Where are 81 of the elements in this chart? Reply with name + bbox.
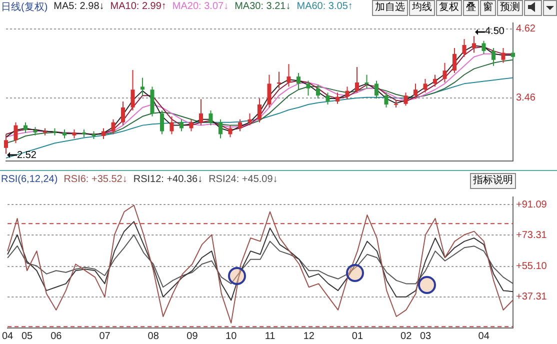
text: 复权	[436, 0, 462, 16]
candlestick	[14, 122, 18, 144]
text: RSI12: +40.36↓	[133, 174, 203, 185]
candlestick	[414, 83, 418, 100]
candlestick	[492, 47, 496, 66]
x-tick-label: 12	[303, 330, 315, 342]
candlestick	[150, 86, 154, 117]
text: MA10: 2.99↑	[110, 1, 166, 12]
text: RSI6: +35.52↓	[64, 174, 128, 185]
candlestick	[336, 92, 340, 104]
x-tick-label: 02	[400, 330, 412, 342]
candlestick	[286, 64, 291, 88]
chart-title: RSI(6,12,24)	[1, 174, 58, 185]
candlestick	[140, 77, 144, 96]
x-tick-label: 11	[264, 330, 276, 342]
candlestick	[199, 98, 203, 126]
candlestick	[130, 69, 135, 111]
x-tick-label: 09	[186, 330, 198, 342]
x-tick-label: 01	[352, 330, 364, 342]
x-tick-label: 05	[21, 330, 33, 342]
text: 指标说明	[470, 173, 516, 189]
annotation: 2.52	[17, 150, 36, 161]
candlestick	[462, 38, 466, 58]
y-tick-label: +73.31	[516, 230, 548, 241]
candlestick	[170, 116, 174, 135]
x-tick-label: 03	[420, 330, 432, 342]
text: 加自选	[372, 0, 408, 16]
y-tick-label: +91.09	[516, 199, 548, 210]
x-tick-label: 06	[50, 330, 62, 342]
candlestick	[355, 66, 359, 94]
x-tick-label: 07	[99, 330, 111, 342]
candlestick	[433, 74, 437, 88]
candlestick	[228, 124, 232, 138]
x-tick-label: 04	[478, 330, 490, 342]
candlestick	[472, 36, 476, 54]
candlestick	[218, 118, 222, 139]
annotation: 4.50	[485, 26, 504, 38]
text: MA30: 3.21↓	[234, 1, 291, 12]
candlestick	[102, 128, 106, 140]
candlestick	[267, 74, 272, 108]
candlestick	[374, 80, 378, 100]
candlestick	[160, 110, 164, 135]
candlestick	[180, 118, 184, 132]
text: MA5: 2.98↓	[54, 1, 104, 12]
text: 预测	[497, 0, 523, 16]
candlestick	[501, 47, 506, 64]
text: 均线	[409, 0, 435, 16]
x-tick-label: 10	[226, 330, 238, 342]
candlestick	[238, 118, 242, 132]
candlestick	[306, 80, 310, 96]
candlestick	[345, 86, 350, 100]
text: MA60: 3.05↑	[296, 1, 353, 12]
text: RSI24: +45.09↓	[208, 174, 278, 185]
candlestick	[208, 110, 213, 126]
candlestick	[442, 62, 447, 83]
text: 窗	[480, 0, 496, 16]
y-tick-label: +37.31	[516, 292, 548, 303]
candlestick	[316, 84, 320, 100]
candlestick	[452, 47, 456, 74]
candlestick	[111, 118, 116, 135]
candlestick	[482, 40, 486, 54]
text: 叠	[463, 0, 479, 16]
candlestick	[248, 112, 252, 126]
candlestick	[384, 92, 388, 108]
candlestick	[121, 101, 125, 126]
candlestick	[258, 98, 262, 123]
x-tick-label: 08	[148, 330, 160, 342]
chart-title: 日线(复权)	[1, 0, 48, 14]
candlestick	[511, 48, 515, 60]
candlestick	[296, 72, 300, 90]
candlestick	[404, 92, 408, 106]
candlestick	[423, 78, 428, 94]
text: MA20: 3.07↓	[172, 1, 229, 12]
candlestick	[189, 118, 194, 132]
x-tick-label: 04	[2, 330, 14, 342]
candlestick	[4, 134, 8, 154]
y-tick-label: 3.46	[516, 92, 536, 104]
y-tick-label: 4.62	[516, 24, 536, 35]
candlestick	[24, 122, 28, 134]
y-tick-label: +55.10	[516, 261, 548, 272]
candlestick	[326, 92, 330, 105]
